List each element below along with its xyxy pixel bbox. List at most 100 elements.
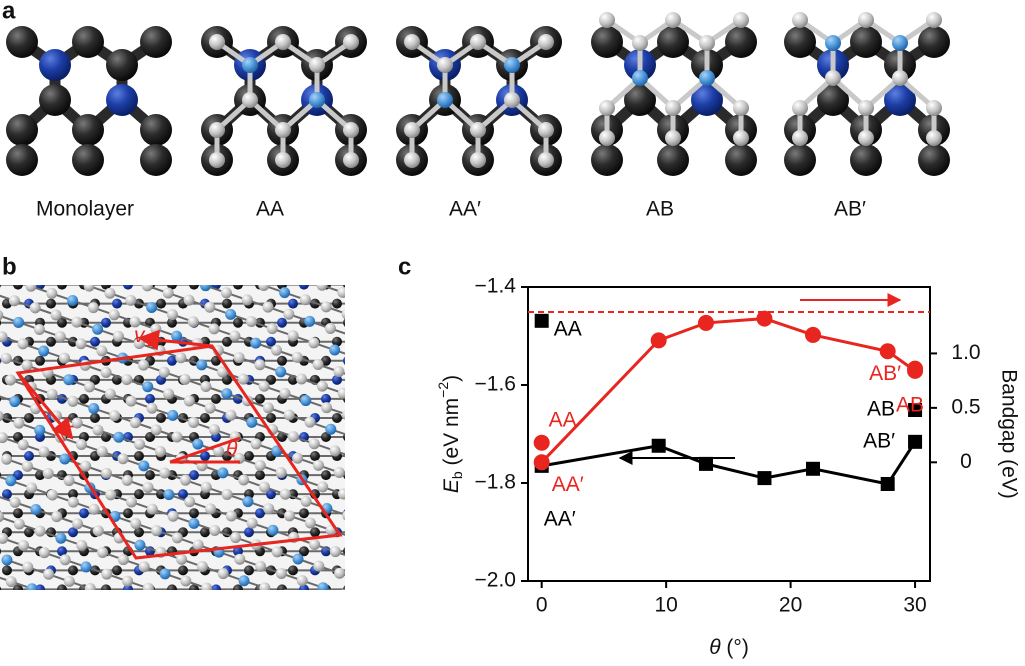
lattice-atom <box>0 310 4 321</box>
atom <box>850 26 882 58</box>
data-point <box>533 434 550 451</box>
lattice-atom <box>35 470 45 481</box>
lattice-atom <box>57 546 67 557</box>
lattice-atom <box>225 510 237 522</box>
lattice-atom <box>17 338 29 350</box>
atom <box>792 130 808 146</box>
atom <box>106 84 138 116</box>
atom <box>275 34 291 50</box>
lattice-bond <box>342 291 345 295</box>
lattice-atom <box>209 524 221 536</box>
lattice-atom <box>255 508 265 519</box>
lattice-atom <box>325 423 337 435</box>
atom <box>470 152 486 168</box>
lattice-atom <box>112 330 124 342</box>
lattice-atom <box>316 285 328 291</box>
y-label-close: ) <box>440 375 463 382</box>
data-point <box>533 454 550 471</box>
lattice-atom <box>324 322 336 334</box>
lattice-atom <box>233 584 243 590</box>
lattice-atom <box>121 273 132 284</box>
lattice-atom <box>80 460 92 472</box>
atom <box>725 26 757 58</box>
lattice-atom <box>346 330 357 341</box>
atom <box>106 49 138 81</box>
lattice-atom <box>200 380 212 392</box>
lattice-atom <box>88 402 100 414</box>
atom <box>504 57 520 73</box>
lattice-atom <box>250 337 262 349</box>
atom <box>6 114 38 146</box>
lattice-atom <box>343 547 345 556</box>
lattice-atom <box>4 374 16 386</box>
lattice-bond <box>286 595 307 602</box>
lattice-atom <box>1 554 13 566</box>
lattice-atom <box>178 565 188 576</box>
atom <box>733 12 749 28</box>
lattice-bond <box>318 285 323 287</box>
lattice-atom <box>22 561 34 573</box>
vector-label: v1 <box>134 324 153 349</box>
atom <box>538 122 554 138</box>
atom <box>858 100 874 116</box>
lattice-bond <box>53 596 74 603</box>
lattice-atom <box>112 565 122 576</box>
lattice-atom <box>30 503 42 515</box>
lattice-atom <box>67 295 79 307</box>
lattice-atom <box>200 527 210 538</box>
lattice-atom <box>166 309 178 321</box>
lattice-atom <box>109 410 121 422</box>
atom <box>39 84 71 116</box>
atom <box>242 57 258 73</box>
lattice-atom <box>117 453 129 465</box>
lattice-atom <box>162 287 174 299</box>
lattice-atom <box>332 412 342 423</box>
lattice-atom <box>255 560 267 572</box>
lattice-atom <box>178 489 188 500</box>
lattice-atom <box>187 316 199 328</box>
y-label-symbol: E <box>440 478 463 493</box>
lattice-atom <box>279 488 291 500</box>
lattice-atom <box>179 273 190 284</box>
lattice-atom <box>211 393 221 404</box>
lattice-atom <box>67 496 79 508</box>
lattice-atom <box>329 546 341 558</box>
x-label-symbol: θ <box>709 636 721 659</box>
atom <box>632 35 648 51</box>
lattice-atom <box>57 285 67 290</box>
point-label: AB <box>867 398 895 421</box>
lattice-atom <box>262 402 274 414</box>
data-point <box>908 434 923 449</box>
lattice-atom <box>101 317 111 328</box>
lattice-bond <box>227 595 248 602</box>
lattice-atom <box>26 583 38 590</box>
y-tick-label: −1.4 <box>475 275 517 298</box>
supercell <box>15 344 343 560</box>
lattice-atom <box>18 540 30 552</box>
lattice-atom <box>13 285 23 290</box>
point-label: AA <box>549 408 577 431</box>
atom <box>6 144 38 176</box>
lattice-atom <box>47 590 58 601</box>
lattice-atom <box>9 396 21 408</box>
lattice-atom <box>317 582 329 590</box>
y-label-unit: (eV nm <box>440 398 463 472</box>
lattice-atom <box>205 503 217 515</box>
lattice-atom <box>79 508 89 519</box>
lattice-atom <box>168 589 170 590</box>
lattice-atom <box>24 527 34 538</box>
atom <box>884 84 916 116</box>
angle-line <box>169 436 241 464</box>
lattice-atom <box>242 496 254 508</box>
atom <box>699 70 715 86</box>
atom <box>858 130 874 146</box>
atom <box>892 35 908 51</box>
lattice-atom <box>134 438 146 450</box>
lattice-atom <box>332 336 342 347</box>
lattice-atom <box>332 374 342 385</box>
lattice-atom <box>35 355 45 366</box>
lattice-atom <box>283 308 295 320</box>
lattice-atom <box>34 525 46 537</box>
lattice-atom <box>321 355 331 366</box>
